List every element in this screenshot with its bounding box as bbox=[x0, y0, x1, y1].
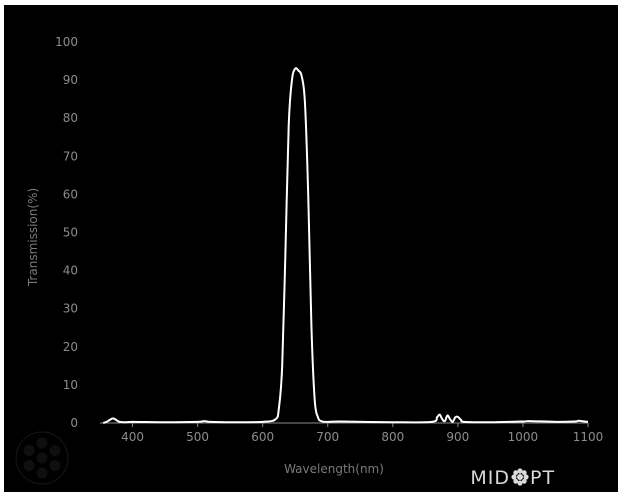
x-tick-label: 1100 bbox=[573, 430, 604, 444]
lens-watermark-icon bbox=[15, 431, 69, 485]
y-axis-label: Transmission(%) bbox=[26, 188, 40, 287]
chart-frame: 0 10 20 30 40 50 60 70 80 90 100 400 500 600 700 800 90… bbox=[4, 5, 618, 492]
x-tick-label: 800 bbox=[381, 430, 404, 444]
y-tick-label: 80 bbox=[63, 111, 78, 125]
y-tick-label: 20 bbox=[63, 340, 78, 354]
x-tick-label: 1000 bbox=[508, 430, 539, 444]
x-tick-label: 500 bbox=[186, 430, 209, 444]
x-tick-label: 600 bbox=[251, 430, 274, 444]
midopt-flower-icon bbox=[511, 468, 529, 486]
logo-text-left: MID bbox=[470, 467, 510, 489]
y-tick-label: 10 bbox=[63, 378, 78, 392]
transmission-chart: 0 10 20 30 40 50 60 70 80 90 100 400 500 600 700 800 90… bbox=[15, 35, 603, 489]
x-axis-ticks: 400 500 600 700 800 900 1000 1100 bbox=[121, 423, 603, 444]
y-tick-label: 30 bbox=[63, 302, 78, 316]
x-tick-label: 900 bbox=[446, 430, 469, 444]
y-tick-label: 50 bbox=[63, 226, 78, 240]
series-layer bbox=[102, 67, 589, 424]
x-axis-label: Wavelength(nm) bbox=[284, 462, 384, 476]
x-tick-label: 400 bbox=[121, 430, 144, 444]
y-tick-label: 100 bbox=[55, 35, 78, 49]
y-tick-label: 40 bbox=[63, 264, 78, 278]
logo-text-right: PT bbox=[530, 467, 555, 489]
x-tick-label: 700 bbox=[316, 430, 339, 444]
y-axis-ticks: 0 10 20 30 40 50 60 70 80 90 100 bbox=[55, 35, 78, 430]
y-tick-label: 60 bbox=[63, 187, 78, 201]
y-tick-label: 70 bbox=[63, 149, 78, 163]
brand-logo: MID PT bbox=[470, 467, 555, 489]
y-tick-label: 0 bbox=[70, 416, 78, 430]
series-line-0 bbox=[102, 67, 589, 424]
y-tick-label: 90 bbox=[63, 73, 78, 87]
